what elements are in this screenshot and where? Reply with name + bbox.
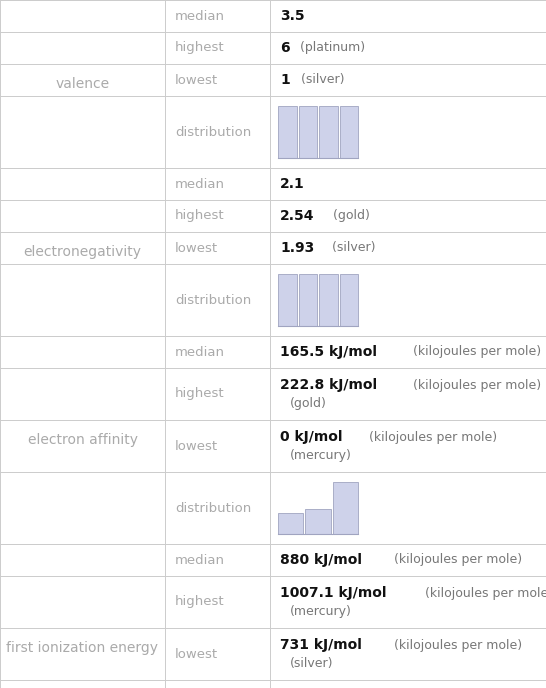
Bar (278, 106, 296, 158)
Bar (299, 106, 317, 158)
Text: 165.5 kJ/mol: 165.5 kJ/mol (280, 345, 377, 359)
Text: (silver): (silver) (296, 74, 344, 87)
Text: distribution: distribution (175, 294, 251, 306)
Bar (278, 513, 304, 534)
Text: first ionization energy: first ionization energy (7, 641, 158, 655)
Bar (319, 106, 337, 158)
Text: distribution: distribution (175, 502, 251, 515)
Bar (299, 274, 317, 326)
Text: 1.93: 1.93 (280, 241, 314, 255)
Bar (305, 509, 331, 534)
Text: median: median (175, 345, 225, 358)
Text: 2.1: 2.1 (280, 177, 305, 191)
Bar (333, 482, 358, 534)
Text: 731 kJ/mol: 731 kJ/mol (280, 638, 362, 652)
Text: 1007.1 kJ/mol: 1007.1 kJ/mol (280, 586, 387, 600)
Bar (319, 274, 337, 326)
Text: (kilojoules per mole): (kilojoules per mole) (422, 587, 546, 600)
Text: 880 kJ/mol: 880 kJ/mol (280, 553, 362, 567)
Text: electron affinity: electron affinity (27, 433, 138, 447)
Text: 2.54: 2.54 (280, 209, 314, 223)
Text: (kilojoules per mole): (kilojoules per mole) (410, 378, 542, 391)
Text: (mercury): (mercury) (290, 449, 352, 462)
Text: median: median (175, 554, 225, 566)
Text: (silver): (silver) (290, 657, 334, 670)
Text: highest: highest (175, 387, 224, 400)
Text: (kilojoules per mole): (kilojoules per mole) (390, 638, 522, 652)
Text: valence: valence (56, 77, 110, 91)
Text: (platinum): (platinum) (296, 41, 365, 54)
Text: 3.5: 3.5 (280, 9, 305, 23)
Text: (kilojoules per mole): (kilojoules per mole) (409, 345, 541, 358)
Text: 222.8 kJ/mol: 222.8 kJ/mol (280, 378, 377, 392)
Text: lowest: lowest (175, 440, 218, 453)
Text: highest: highest (175, 210, 224, 222)
Text: 0 kJ/mol: 0 kJ/mol (280, 430, 342, 444)
Bar (340, 106, 358, 158)
Text: (gold): (gold) (329, 210, 370, 222)
Bar (340, 274, 358, 326)
Text: median: median (175, 178, 225, 191)
Text: (kilojoules per mole): (kilojoules per mole) (390, 554, 522, 566)
Text: (kilojoules per mole): (kilojoules per mole) (365, 431, 497, 444)
Text: (mercury): (mercury) (290, 605, 352, 618)
Text: distribution: distribution (175, 125, 251, 138)
Text: electronegativity: electronegativity (23, 245, 141, 259)
Text: (gold): (gold) (290, 397, 327, 410)
Text: lowest: lowest (175, 241, 218, 255)
Text: highest: highest (175, 596, 224, 608)
Text: highest: highest (175, 41, 224, 54)
Text: lowest: lowest (175, 647, 218, 660)
Bar (278, 274, 296, 326)
Text: 6: 6 (280, 41, 289, 55)
Text: (silver): (silver) (328, 241, 376, 255)
Text: lowest: lowest (175, 74, 218, 87)
Text: median: median (175, 10, 225, 23)
Text: 1: 1 (280, 73, 290, 87)
